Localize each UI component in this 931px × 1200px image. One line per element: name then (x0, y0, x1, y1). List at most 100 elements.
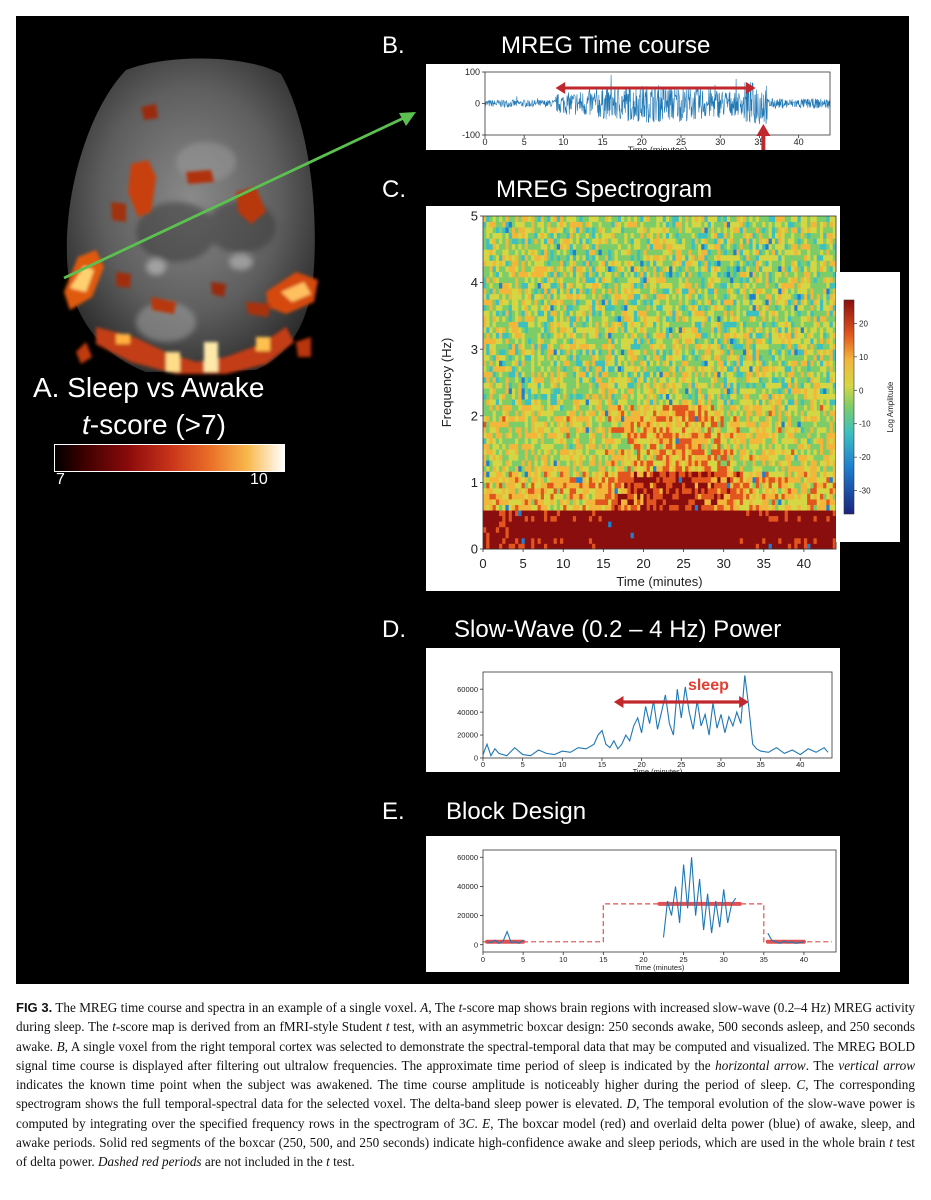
spectrogram-cell (521, 221, 526, 228)
spectrogram-cell (662, 216, 667, 222)
spectrogram-cell (662, 343, 667, 350)
spectrogram-cell (601, 410, 606, 417)
spectrogram-cell (704, 238, 709, 245)
spectrogram-cell (630, 376, 635, 383)
spectrogram-cell (518, 282, 522, 289)
spectrogram-cell (579, 299, 583, 306)
spectrogram-cell (595, 382, 599, 389)
spectrogram-cell (685, 421, 689, 428)
spectrogram-cell (717, 443, 721, 450)
spectrogram-cell (576, 449, 580, 456)
spectrogram-cell (511, 293, 516, 300)
spectrogram-cell (560, 421, 564, 428)
spectrogram-cell (486, 449, 490, 456)
spectrogram-cell (495, 410, 500, 417)
spectrogram-cell (486, 426, 490, 433)
spectrogram-cell (524, 310, 529, 317)
spectrogram-cell (698, 515, 702, 522)
spectrogram-cell (746, 493, 750, 500)
spectrogram-cell (550, 293, 554, 300)
spectrogram-cell (604, 382, 609, 389)
spectrogram-cell (698, 471, 702, 478)
spectrogram-cell (685, 410, 689, 417)
spectrogram-cell (640, 310, 644, 317)
spectrogram-cell (649, 460, 654, 467)
spectrogram-cell (527, 321, 532, 328)
spectrogram-cell (614, 432, 619, 439)
spectrogram-cell (556, 432, 561, 439)
spectrogram-cell (669, 282, 673, 289)
spectrogram-cell (659, 537, 664, 544)
spectrogram-cell (608, 271, 612, 278)
spectrogram-cell (742, 404, 747, 411)
spectrogram-cell (585, 399, 590, 406)
spectrogram-cell (701, 515, 705, 522)
spectrogram-cell (572, 282, 577, 289)
spectrogram-cell (620, 293, 625, 300)
spectrogram-cell (704, 493, 709, 500)
spectrogram-cell (495, 460, 500, 467)
spectrogram-cell (556, 421, 561, 428)
spectrogram-cell (665, 371, 670, 378)
spectrogram-cell (630, 421, 635, 428)
spectrogram-cell (739, 343, 744, 350)
spectrogram-cell (720, 443, 725, 450)
spectrogram-cell (550, 471, 554, 478)
spectrogram-cell (630, 393, 635, 400)
spectrogram-cell (611, 465, 615, 472)
spectrogram-cell (665, 321, 670, 328)
spectrogram-cell (698, 415, 702, 422)
spectrogram-cell (627, 471, 632, 478)
spectrogram-cell (637, 349, 641, 356)
spectrogram-cell (582, 443, 587, 450)
spectrogram-cell (739, 432, 744, 439)
spectrogram-cell (495, 404, 500, 411)
spectrogram-cell (637, 493, 641, 500)
spectrogram-cell (604, 521, 609, 528)
spectrogram-cell (640, 393, 644, 400)
spectrogram-cell (649, 282, 654, 289)
spectrogram-cell (524, 232, 529, 239)
spectrogram-cell (633, 249, 638, 256)
spectrogram-cell (499, 232, 503, 239)
spectrogram-cell (608, 360, 612, 367)
spectrogram-cell (611, 271, 615, 278)
spectrogram-cell (730, 371, 734, 378)
spectrogram-cell (531, 365, 535, 372)
spectrogram-cell (483, 293, 487, 300)
spectrogram-cell (653, 432, 657, 439)
spectrogram-cell (543, 254, 548, 261)
spectrogram-cell (518, 432, 522, 439)
spectrogram-cell (669, 521, 673, 528)
spectrogram-cell (742, 393, 747, 400)
spectrogram-cell (678, 493, 683, 500)
spectrogram-cell (550, 288, 554, 295)
spectrogram-cell (665, 393, 670, 400)
spectrogram-cell (553, 410, 558, 417)
spectrogram-cell (531, 537, 535, 544)
spectrogram-cell (595, 487, 599, 494)
spectrogram-cell (688, 360, 692, 367)
spectrogram-cell (627, 260, 632, 267)
spectrogram-cell (537, 487, 542, 494)
spectrogram-cell (646, 360, 651, 367)
spectrogram-cell (617, 332, 622, 339)
spectrogram-cell (646, 260, 651, 267)
spectrogram-cell (579, 438, 583, 444)
spectrogram-cell (736, 332, 741, 339)
spectrogram-cell (637, 471, 641, 478)
spectrogram-cell (678, 260, 683, 267)
spectrogram-cell (659, 238, 664, 245)
spectrogram-cell (714, 454, 718, 461)
spectrogram-cell (691, 460, 696, 467)
spectrogram-cell (595, 282, 599, 289)
spectrogram-cell (746, 382, 750, 389)
spectrogram-cell (483, 254, 487, 261)
spectrogram-cell (624, 304, 628, 311)
spectrogram-cell (726, 515, 731, 522)
spectrogram-cell (640, 532, 644, 539)
spectrogram-cell (720, 265, 725, 272)
spectrogram-cell (704, 404, 709, 411)
spectrogram-cell (534, 371, 538, 378)
spectrogram-cell (563, 371, 567, 378)
